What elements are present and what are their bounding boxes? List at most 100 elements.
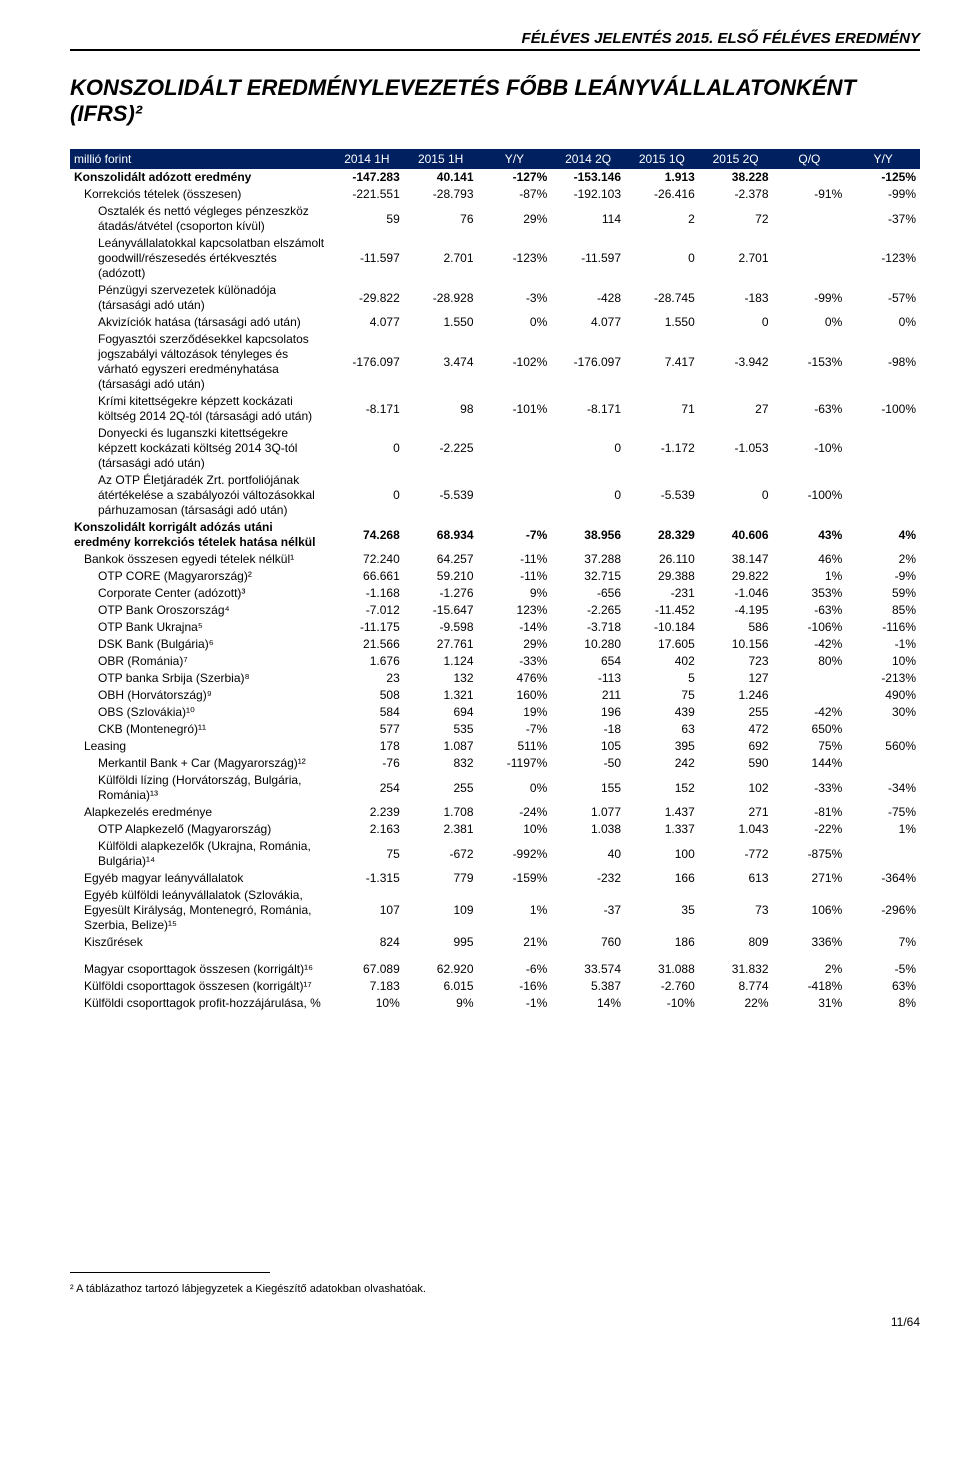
cell: -63% (773, 393, 847, 425)
cell: 476% (478, 670, 552, 687)
cell: -127% (478, 169, 552, 186)
cell: -37% (846, 203, 920, 235)
table-row: OTP CORE (Magyarország)²66.66159.210-11%… (70, 568, 920, 585)
cell: -656 (551, 585, 625, 602)
cell: 271 (699, 804, 773, 821)
row-label: Leasing (70, 738, 330, 755)
cell: -42% (773, 636, 847, 653)
cell: -232 (551, 870, 625, 887)
cell: -37 (551, 887, 625, 934)
cell: 511% (478, 738, 552, 755)
table-row: Egyéb magyar leányvállalatok-1.315779-15… (70, 870, 920, 887)
cell: 1.913 (625, 169, 699, 186)
cell: -18 (551, 721, 625, 738)
cell: 186 (625, 934, 699, 951)
table-row: OTP Bank Ukrajna⁵-11.175-9.598-14%-3.718… (70, 619, 920, 636)
cell: 21% (478, 934, 552, 951)
cell: -772 (699, 838, 773, 870)
cell: 68.934 (404, 519, 478, 551)
row-label: OTP Bank Oroszország⁴ (70, 602, 330, 619)
cell: 2 (625, 203, 699, 235)
cell: -7.012 (330, 602, 404, 619)
table-row: Konszolidált adózott eredmény-147.28340.… (70, 169, 920, 186)
cell: 1% (846, 821, 920, 838)
cell: 1.087 (404, 738, 478, 755)
cell: 29.822 (699, 568, 773, 585)
cell: 0 (699, 314, 773, 331)
cell: 211 (551, 687, 625, 704)
cell: -183 (699, 282, 773, 314)
cell: 14% (551, 995, 625, 1012)
page-number: 11/64 (70, 1315, 920, 1329)
cell: -11.175 (330, 619, 404, 636)
cell: 21.566 (330, 636, 404, 653)
cell: 5.387 (551, 978, 625, 995)
cell: 46% (773, 551, 847, 568)
cell: -10% (773, 425, 847, 472)
cell: 64.257 (404, 551, 478, 568)
cell: 43% (773, 519, 847, 551)
cell: 395 (625, 738, 699, 755)
row-label: Konszolidált korrigált adózás utáni ered… (70, 519, 330, 551)
cell: -34% (846, 772, 920, 804)
table-row: OTP banka Srbija (Szerbia)⁸23132476%-113… (70, 670, 920, 687)
cell: 72.240 (330, 551, 404, 568)
cell: 255 (699, 704, 773, 721)
cell: 73 (699, 887, 773, 934)
cell: 106% (773, 887, 847, 934)
table-row: Alapkezelés eredménye2.2391.708-24%1.077… (70, 804, 920, 821)
table-row: Donyecki és luganszki kitettségekre képz… (70, 425, 920, 472)
cell: -1.046 (699, 585, 773, 602)
table-row: Akvizíciók hatása (társasági adó után)4.… (70, 314, 920, 331)
row-label: Korrekciós tételek (összesen) (70, 186, 330, 203)
cell: -8.171 (551, 393, 625, 425)
cell: 2% (773, 961, 847, 978)
cell: -213% (846, 670, 920, 687)
cell: -87% (478, 186, 552, 203)
cell: 0% (478, 314, 552, 331)
cell: 2.163 (330, 821, 404, 838)
cell (773, 235, 847, 282)
row-label: OTP Alapkezelő (Magyarország) (70, 821, 330, 838)
row-label: Egyéb külföldi leányvállalatok (Szlováki… (70, 887, 330, 934)
cell: -75% (846, 804, 920, 821)
cell: 75% (773, 738, 847, 755)
cell: -106% (773, 619, 847, 636)
footnote-text: ² A táblázathoz tartozó lábjegyzetek a K… (70, 1283, 920, 1295)
cell: 1.550 (625, 314, 699, 331)
table-row: Konszolidált korrigált adózás utáni ered… (70, 519, 920, 551)
cell: 38.956 (551, 519, 625, 551)
row-label: Osztalék és nettó végleges pénzeszköz át… (70, 203, 330, 235)
cell (846, 838, 920, 870)
cell: 19% (478, 704, 552, 721)
cell: 2% (846, 551, 920, 568)
cell: 0 (551, 472, 625, 519)
cell: 33.574 (551, 961, 625, 978)
cell: -672 (404, 838, 478, 870)
cell: -125% (846, 169, 920, 186)
cell: -3.718 (551, 619, 625, 636)
cell: -81% (773, 804, 847, 821)
cell: 760 (551, 934, 625, 951)
cell: -11% (478, 551, 552, 568)
cell: 37.288 (551, 551, 625, 568)
row-label: OTP banka Srbija (Szerbia)⁸ (70, 670, 330, 687)
cell: 31.088 (625, 961, 699, 978)
cell: 1.550 (404, 314, 478, 331)
cell: 102 (699, 772, 773, 804)
row-label: Bankok összesen egyedi tételek nélkül¹ (70, 551, 330, 568)
cell: 508 (330, 687, 404, 704)
cell: 2.701 (699, 235, 773, 282)
cell: 107 (330, 887, 404, 934)
cell: -5.539 (625, 472, 699, 519)
cell: -14% (478, 619, 552, 636)
cell: 1.321 (404, 687, 478, 704)
cell: -10.184 (625, 619, 699, 636)
cell: 8.774 (699, 978, 773, 995)
cell: 472 (699, 721, 773, 738)
row-label: Donyecki és luganszki kitettségekre képz… (70, 425, 330, 472)
cell (846, 472, 920, 519)
cell: 31.832 (699, 961, 773, 978)
table-row: Külföldi lízing (Horvátország, Bulgária,… (70, 772, 920, 804)
cell: 178 (330, 738, 404, 755)
